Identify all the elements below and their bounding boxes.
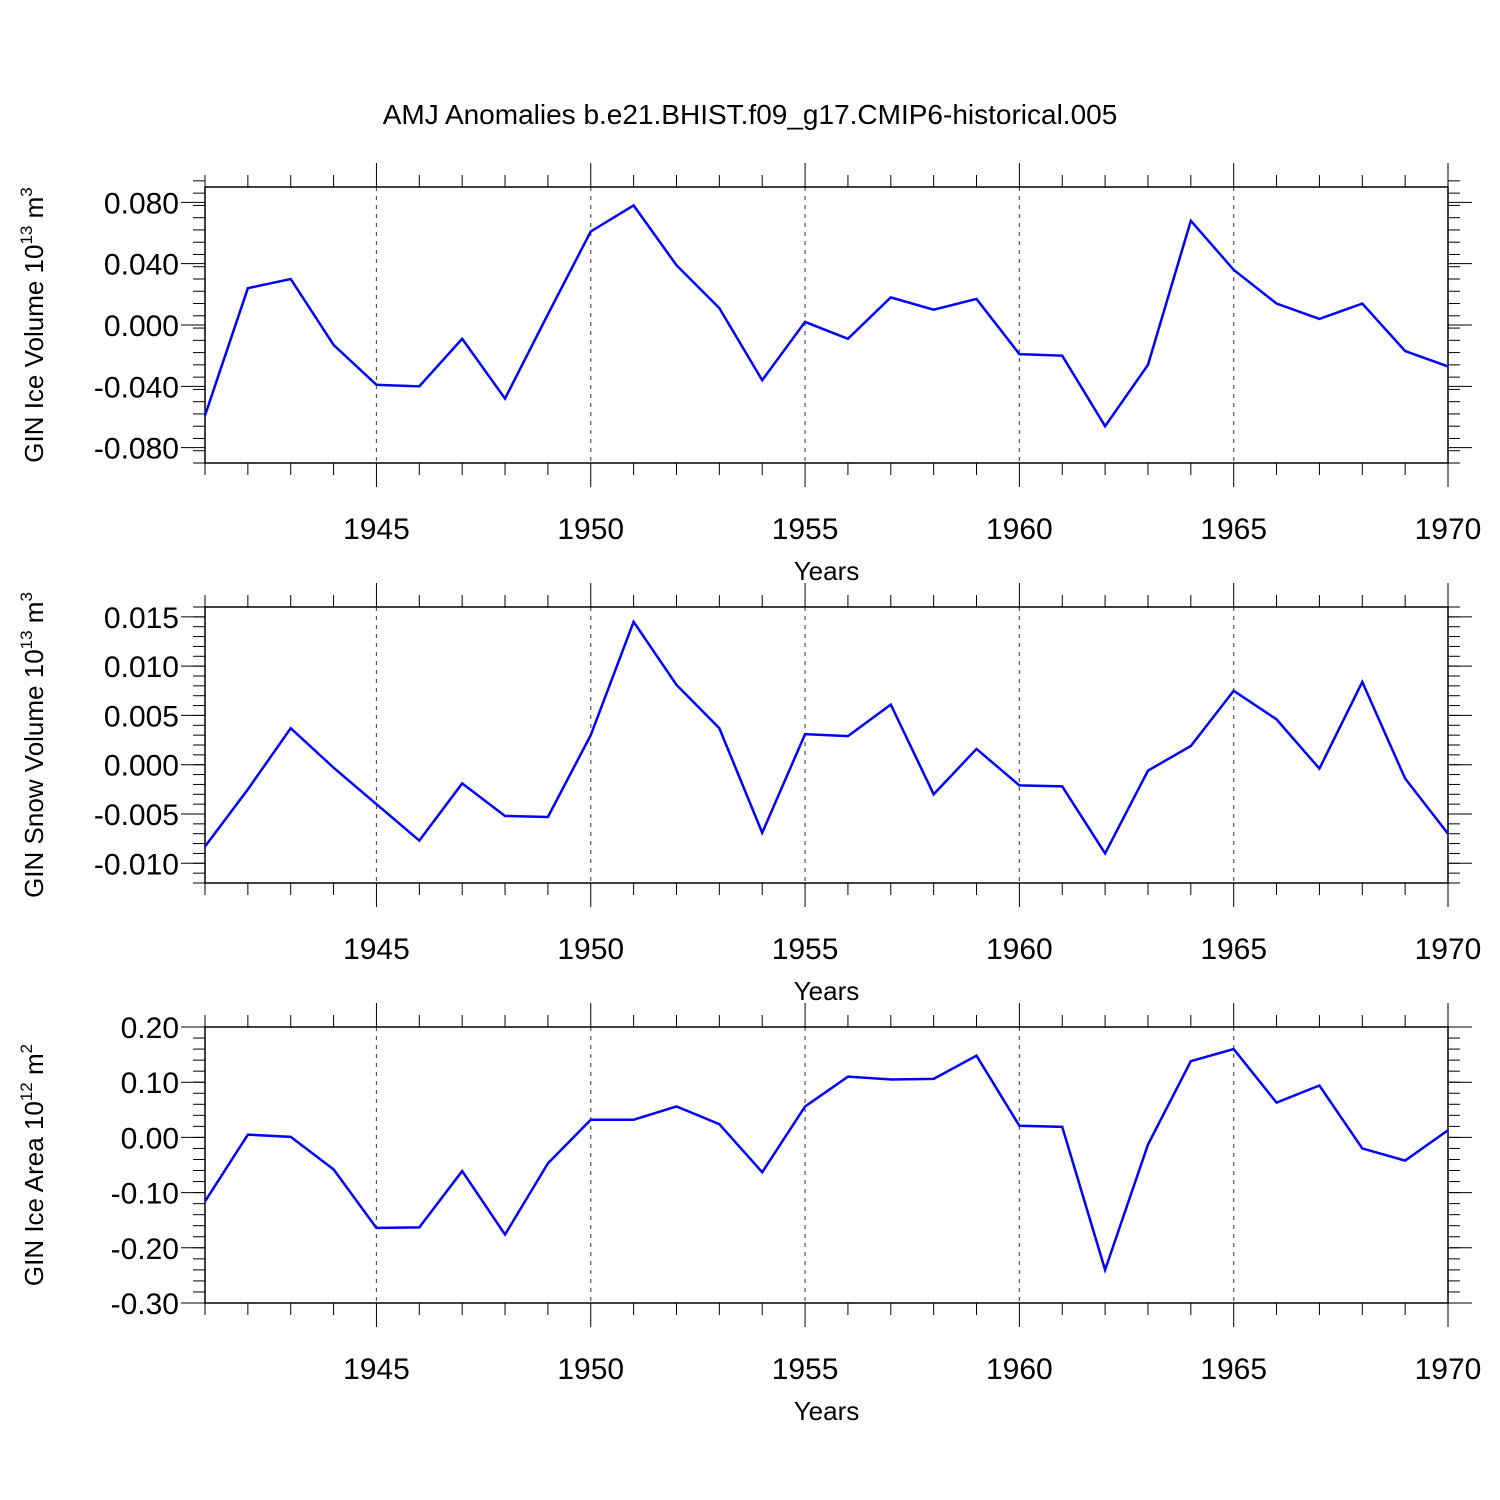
x-tick-label: 1945 <box>343 933 410 966</box>
y-tick-label: 0.00 <box>121 1122 179 1155</box>
y-axis-title: GIN Snow Volume 1013 m3 <box>17 592 49 898</box>
y-tick-label: 0.040 <box>104 249 179 282</box>
y-tick-label: -0.10 <box>111 1178 179 1211</box>
x-tick-label: 1960 <box>986 513 1053 546</box>
y-axis-title-exp: 13 <box>17 226 36 245</box>
y-axis-title-exp: 12 <box>17 1082 36 1101</box>
y-tick-label: 0.005 <box>104 700 179 733</box>
x-tick-label: 1945 <box>343 1353 410 1386</box>
y-axis-title-unit-exp: 2 <box>17 1044 36 1053</box>
y-tick-label: -0.005 <box>94 799 179 832</box>
x-tick-label: 1970 <box>1415 513 1482 546</box>
x-tick-label: 1960 <box>986 1353 1053 1386</box>
x-tick-label: 1950 <box>557 933 624 966</box>
panel-ice-area: -0.30 -0.20 -0.10 0.00 0.10 0.20 1945 1950 1955 1… <box>17 1003 1481 1426</box>
x-tick-label: 1955 <box>772 513 839 546</box>
x-tick-label: 1965 <box>1200 1353 1267 1386</box>
x-tick-label: 1950 <box>557 513 624 546</box>
y-tick-label: -0.040 <box>94 371 179 404</box>
y-axis-title-unit-exp: 3 <box>17 592 36 601</box>
y-axis-title-unit: m <box>19 1053 49 1082</box>
y-tick-label: 0.000 <box>104 750 179 783</box>
x-tick-label: 1965 <box>1200 513 1267 546</box>
y-tick-label: -0.080 <box>94 433 179 466</box>
panel-ice-volume: -0.080 -0.040 0.000 0.040 0.080 1945 1950 1955 1… <box>17 163 1481 586</box>
y-tick-label: -0.010 <box>94 848 179 881</box>
y-axis-title-unit: m <box>19 197 49 226</box>
y-axis-title-unit: m <box>19 602 49 631</box>
series-line <box>203 203 1449 429</box>
y-tick-label: -0.30 <box>111 1288 179 1321</box>
x-tick-label: 1950 <box>557 1353 624 1386</box>
y-tick-label: 0.10 <box>121 1067 179 1100</box>
y-axis-title-text: GIN Snow Volume 10 <box>19 649 49 898</box>
y-tick-label: 0.015 <box>104 602 179 635</box>
y-tick-label: 0.010 <box>104 651 179 684</box>
y-axis-title-unit-exp: 3 <box>17 187 36 196</box>
x-tick-label: 1970 <box>1415 933 1482 966</box>
y-axis-title-text: GIN Ice Area 10 <box>19 1101 49 1286</box>
x-tick-label: 1970 <box>1415 1353 1482 1386</box>
x-tick-label: 1955 <box>772 1353 839 1386</box>
x-tick-label: 1945 <box>343 513 410 546</box>
y-axis-title-text: GIN Ice Volume 10 <box>19 245 49 463</box>
y-tick-label: 0.000 <box>104 310 179 343</box>
x-tick-label: 1960 <box>986 933 1053 966</box>
series-line <box>203 1047 1449 1274</box>
x-tick-label: 1965 <box>1200 933 1267 966</box>
y-axis-title: GIN Ice Area 1012 m2 <box>17 1044 49 1286</box>
plot-frame <box>204 1026 1449 1304</box>
x-axis-title: Years <box>794 1396 860 1426</box>
y-axis-title-exp: 13 <box>17 630 36 649</box>
panel-snow-volume: -0.010 -0.005 0.000 0.005 0.010 0.015 1945 1950… <box>17 583 1481 1006</box>
x-axis-title: Years <box>794 556 860 586</box>
plot-frame <box>204 186 1449 464</box>
figure-title: AMJ Anomalies b.e21.BHIST.f09_g17.CMIP6-… <box>383 99 1118 130</box>
x-axis-title: Years <box>794 976 860 1006</box>
y-axis-title: GIN Ice Volume 1013 m3 <box>17 187 49 463</box>
plot-frame <box>204 606 1449 884</box>
series-line <box>203 619 1449 856</box>
x-tick-label: 1955 <box>772 933 839 966</box>
y-tick-label: 0.20 <box>121 1012 179 1045</box>
y-tick-label: -0.20 <box>111 1233 179 1266</box>
y-tick-label: 0.080 <box>104 187 179 220</box>
